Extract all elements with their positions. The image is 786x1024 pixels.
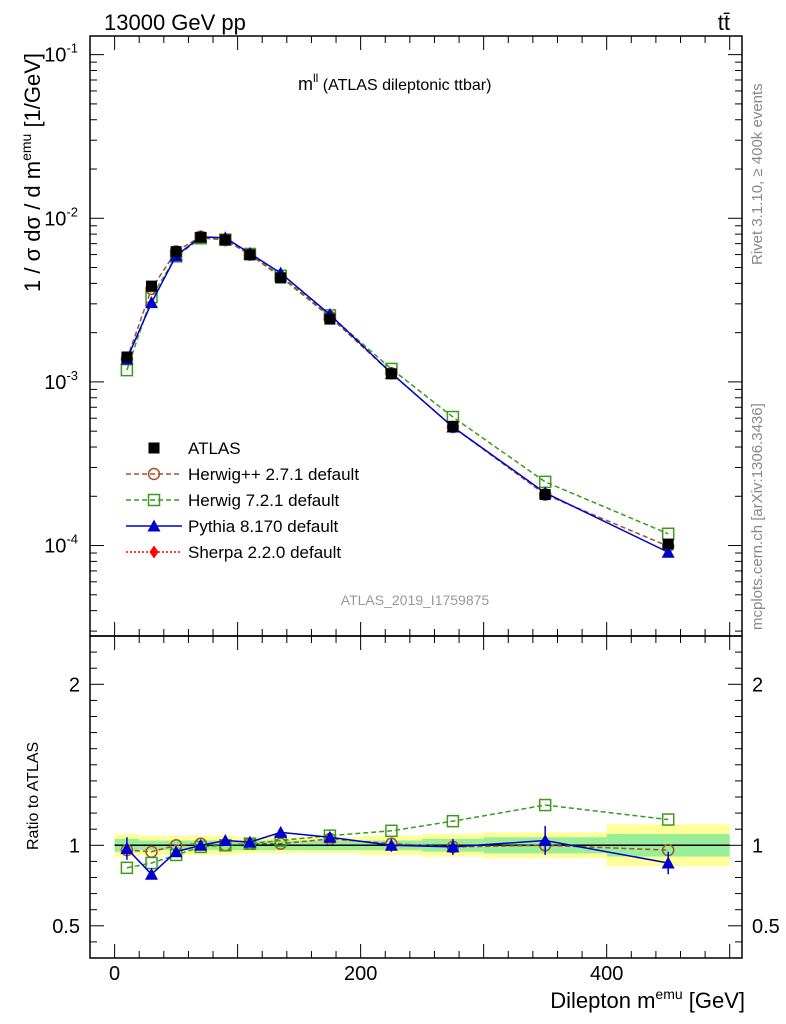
data-point [661,545,675,558]
series-line [126,237,669,535]
mcplots-label: mcplots.cern.ch [arXiv:1306.3436] [749,403,766,630]
ratio-data-point [661,813,675,826]
x-label-sup: emu [655,986,682,1002]
x-label-unit: [GeV] [683,988,745,1013]
ratio-data-point [274,825,288,838]
ratio-y-tick-label: 2 [69,674,80,696]
x-axis-label: Dilepton memu [GeV] [550,986,745,1013]
data-point [539,489,551,501]
series-line [126,236,669,553]
x-tick-label: 400 [590,963,623,985]
title-rest: (ATLAS dileptonic ttbar) [318,77,491,94]
data-point [662,538,674,550]
ratio-data-point [145,867,159,880]
ratio-series-line [126,838,669,853]
x-tick-label: 200 [344,963,377,985]
legend-marker [147,493,161,507]
ratio-data-point [446,840,460,853]
ratio-data-point [243,835,257,848]
ratio-data-point [538,833,552,846]
data-point [244,249,256,261]
ratio-frame [89,635,743,959]
ratio-y-tick-label: 0.5 [52,916,80,938]
process-label: tt̄ [718,10,730,35]
y-tick-label: 10-4 [44,532,78,558]
legend-marker [147,519,161,532]
ratio-y-tick-label-right: 1 [752,835,763,857]
ratio-y-tick-label-right: 2 [752,674,763,696]
ratio-data-point [385,824,398,838]
rivet-label: Rivet 3.1.10, ≥ 400k events [749,83,766,265]
legend-entry: ATLAS [188,439,241,458]
ratio-y-axis-label: Ratio to ATLAS [25,742,42,850]
data-point [170,246,182,258]
y-tick-label: 10-3 [44,368,78,394]
data-point [275,272,287,284]
ratio-data-point [446,814,460,828]
ratio-panel: 0 200 400 0.5 0.5 1 1 2 2 [52,635,780,985]
data-point [385,368,397,380]
data-point [538,475,552,489]
ratio-data-point [538,798,552,812]
data-point [145,296,159,309]
y-tick-label: 10-1 [44,41,78,67]
legend-entry: Herwig 7.2.1 default [188,491,339,510]
title-main: m [298,74,313,94]
y-axis-label: 1 / σ dσ / d memu [1/GeV] [18,53,45,292]
ratio-data-point [120,861,134,875]
ratio-series-line [126,804,669,869]
analysis-watermark: ATLAS_2019_I1759875 [341,592,490,608]
data-point [121,351,133,363]
ratio-data-point [120,842,134,855]
collision-label: 13000 GeV pp [104,10,246,35]
legend-entry: Herwig++ 2.7.1 default [188,465,359,484]
series-line [126,235,669,547]
legend-entry: Pythia 8.170 default [188,517,339,536]
data-point [146,280,158,292]
x-tick-label: 0 [109,963,120,985]
data-point [447,420,459,432]
legend-marker [148,442,160,454]
legend-marker [147,467,161,481]
title-sup: ll [313,71,318,85]
ratio-data-point [194,838,208,851]
ratio-y-tick-label-right: 0.5 [752,916,780,938]
x-label-main: Dilepton m [550,988,655,1013]
y-tick-label: 10-2 [44,204,78,230]
data-point [219,234,231,246]
plot-title: mll (ATLAS dileptonic ttbar) [298,71,491,94]
main-panel: 10-4 10-3 10-2 10-1 [44,35,743,637]
legend: ATLAS Herwig++ 2.7.1 default Herwig 7.2.1 … [126,439,359,562]
ratio-data-point [661,856,675,869]
y-label-main: 1 / σ dσ / d m [20,161,45,292]
ratio-data-point [323,830,337,843]
y-label-unit: [1/GeV] [20,53,45,134]
ratio-data-point [218,833,232,846]
legend-marker [149,545,159,559]
ratio-y-tick-label: 1 [69,835,80,857]
legend-entry: Sherpa 2.2.0 default [188,543,341,562]
ratio-data-point [169,845,183,858]
data-point [324,313,336,325]
y-label-sup: emu [18,134,34,161]
ratio-data-point [384,838,398,851]
data-point [195,231,207,243]
